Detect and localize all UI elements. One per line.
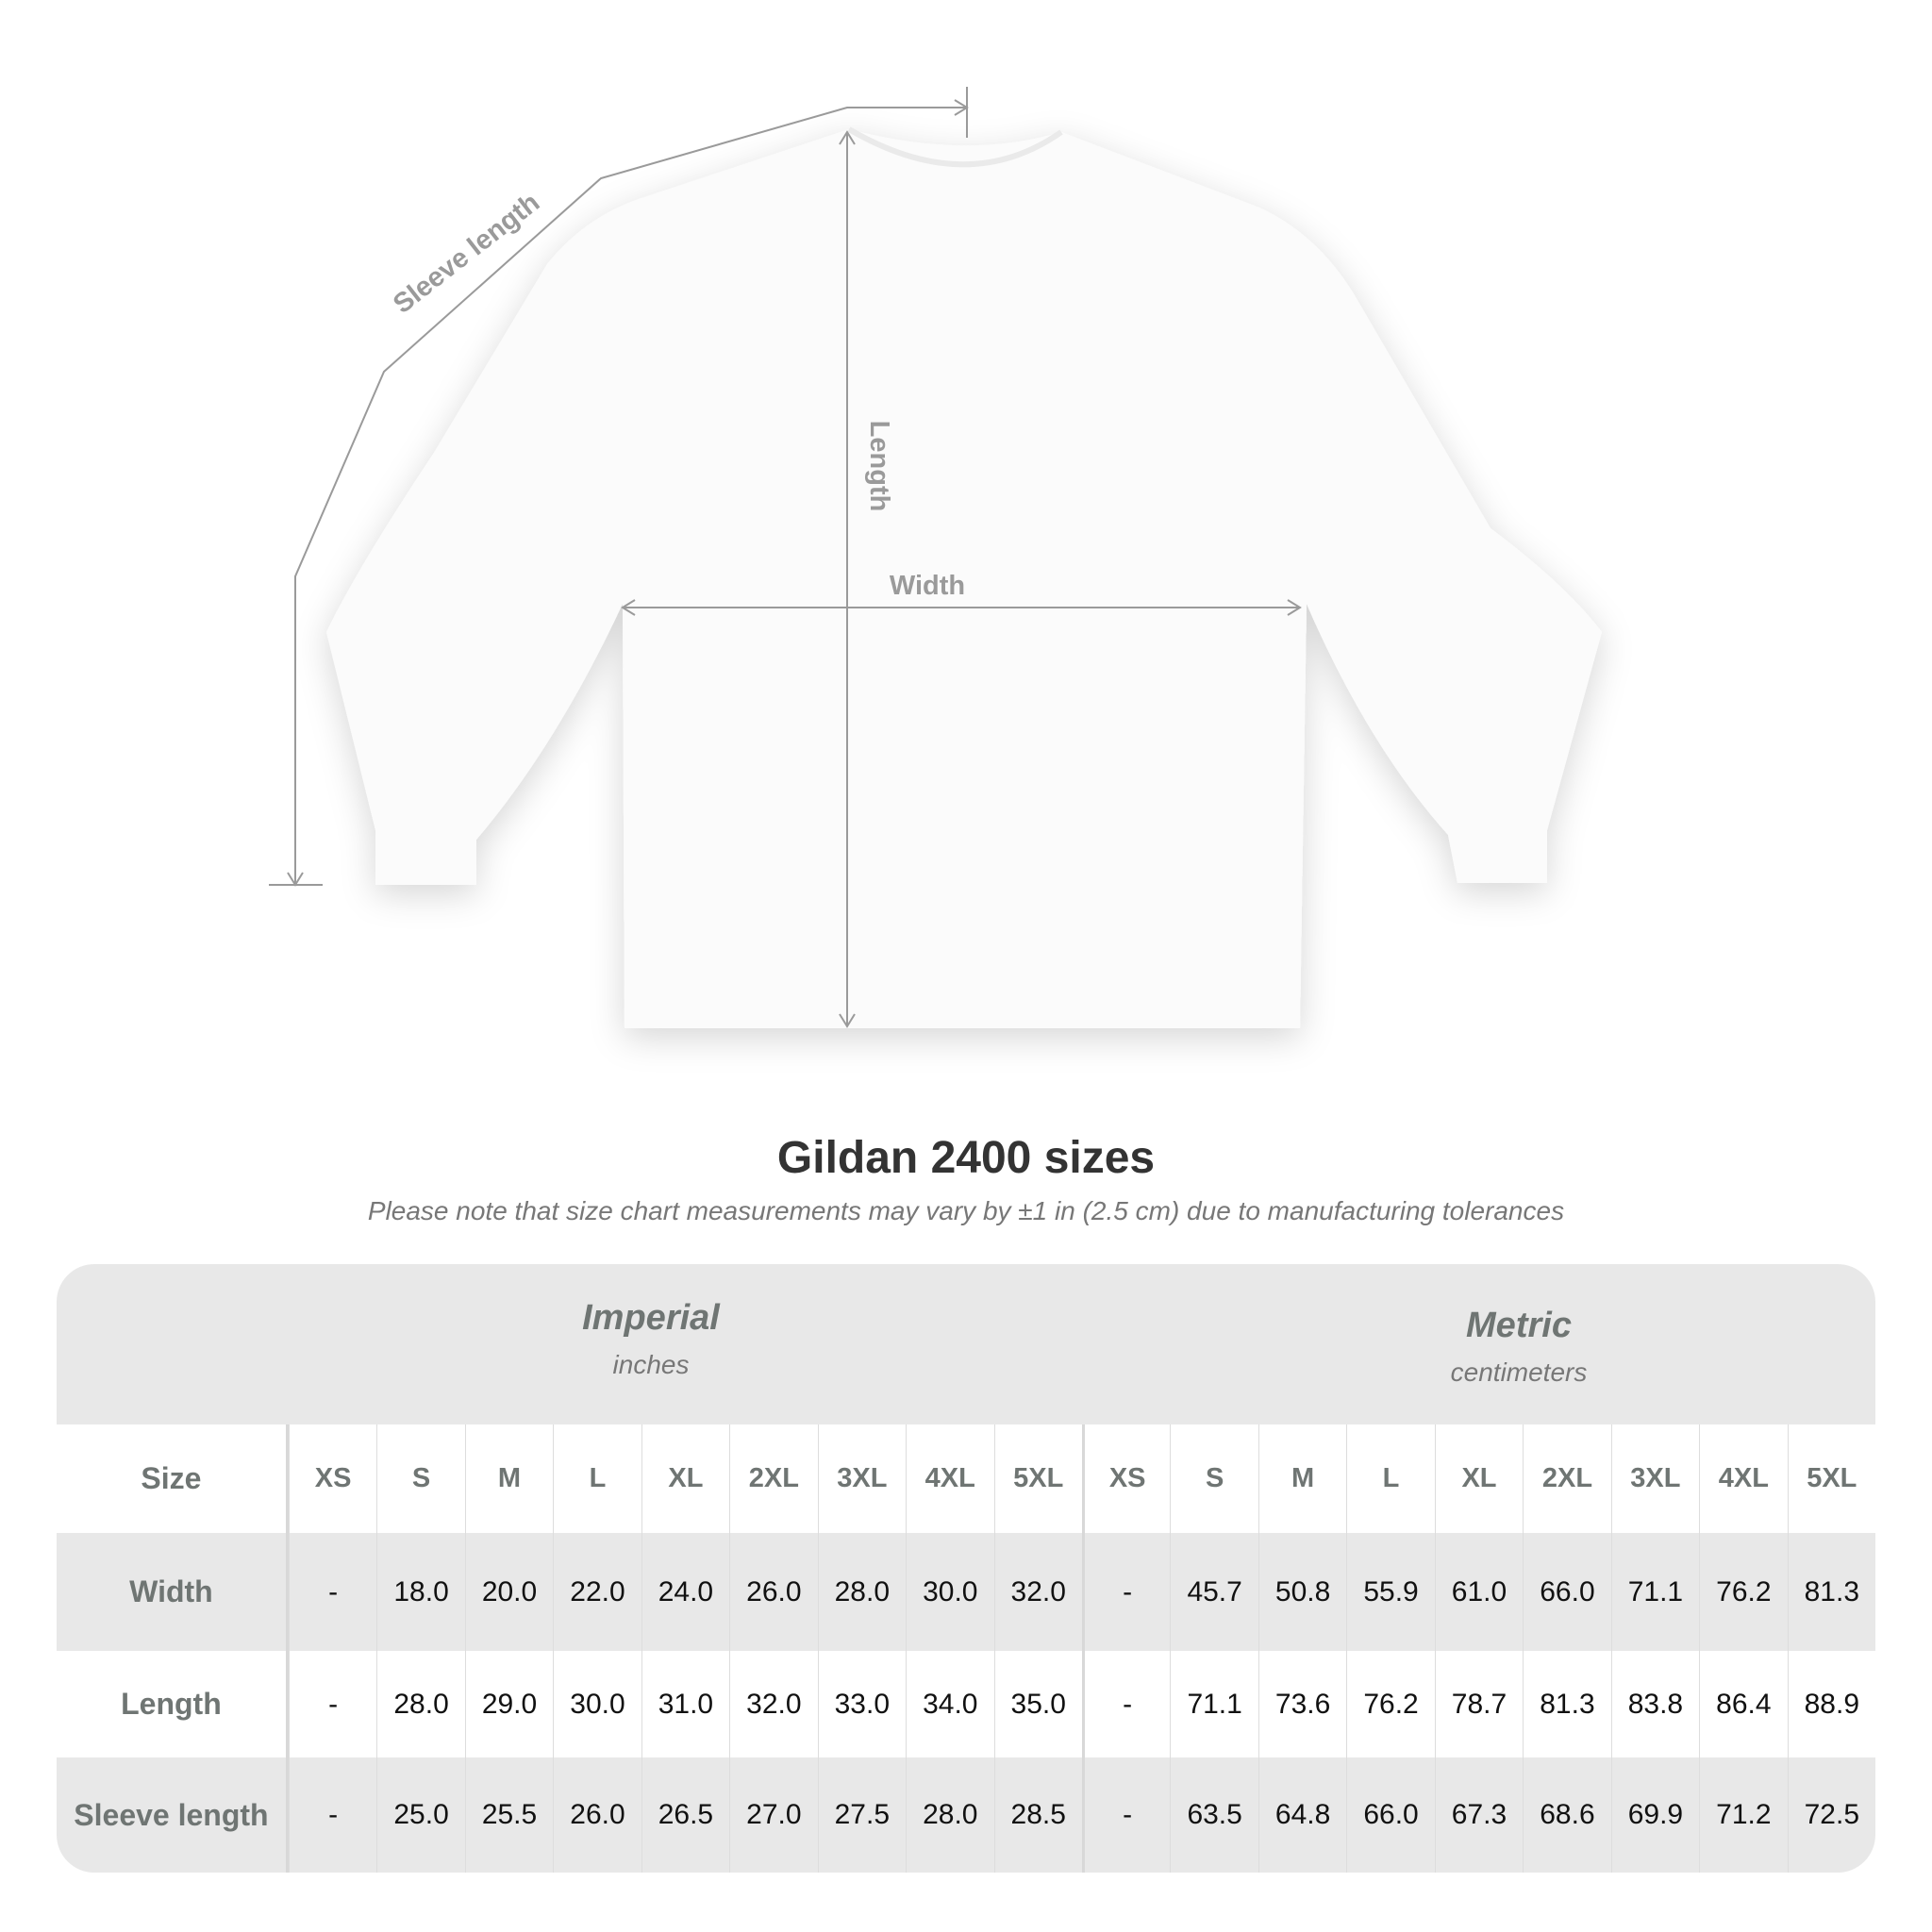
size-header-imperial: XS [288,1424,376,1533]
imperial-value: 28.0 [376,1651,464,1757]
size-table: Imperial inches Metric centimeters Size X… [57,1264,1875,1873]
metric-value: - [1081,1533,1170,1651]
metric-value: 61.0 [1434,1533,1523,1651]
size-header-metric: M [1257,1424,1346,1533]
size-header-imperial: 2XL [729,1424,817,1533]
size-header-imperial: S [376,1424,464,1533]
imperial-unit: inches [612,1350,690,1379]
size-header-row: Size XS S M L XL 2XL 3XL 4XL 5XL XS S M L XL 2XL 3XL 4XL 5… [57,1424,1875,1533]
size-header-metric: S [1170,1424,1257,1533]
metric-value: 78.7 [1434,1651,1523,1757]
imperial-value: 30.0 [553,1651,641,1757]
imperial-value: 28.0 [906,1757,993,1873]
imperial-value: - [288,1757,376,1873]
imperial-value: - [288,1651,376,1757]
metric-value: 86.4 [1699,1651,1787,1757]
size-header-imperial: 4XL [906,1424,993,1533]
metric-value: 50.8 [1257,1533,1346,1651]
size-header-metric: XS [1081,1424,1170,1533]
row-label: Length [57,1651,289,1757]
metric-value: 66.0 [1346,1757,1434,1873]
metric-value: 72.5 [1787,1757,1875,1873]
metric-value: 76.2 [1346,1651,1434,1757]
size-header-metric: 3XL [1610,1424,1699,1533]
imperial-value: 26.0 [729,1533,817,1651]
imperial-value: 25.5 [464,1757,553,1873]
metric-value: 55.9 [1346,1533,1434,1651]
imperial-value: 34.0 [906,1651,993,1757]
shirt-diagram: Sleeve length Length Width [269,87,1602,1028]
metric-unit: centimeters [1450,1357,1588,1387]
width-label: Width [890,571,965,601]
imperial-value: 25.0 [376,1757,464,1873]
metric-value: 73.6 [1257,1651,1346,1757]
imperial-value: 33.0 [817,1651,906,1757]
metric-value: 68.6 [1523,1757,1610,1873]
metric-value: 69.9 [1610,1757,1699,1873]
metric-title: Metric [1466,1306,1572,1345]
metric-value: 71.1 [1170,1651,1257,1757]
metric-heading: Metric centimeters [1236,1306,1802,1388]
size-header-metric: 4XL [1699,1424,1787,1533]
imperial-value: - [288,1533,376,1651]
imperial-value: 24.0 [641,1533,729,1651]
metric-value: 71.1 [1610,1533,1699,1651]
metric-value: 88.9 [1787,1651,1875,1757]
length-label: Length [864,421,894,512]
metric-value: 67.3 [1434,1757,1523,1873]
sleeve-length-label: Sleeve length [388,188,545,320]
sleeve-length-line [294,107,967,885]
size-header-imperial: M [464,1424,553,1533]
imperial-value: 28.5 [993,1757,1082,1873]
table-row: Sleeve length -25.0 25.5 26.0 26.5 27.0 27.5 28… [57,1757,1875,1873]
metric-value: 76.2 [1699,1533,1787,1651]
metric-value: 64.8 [1257,1757,1346,1873]
imperial-value: 28.0 [817,1533,906,1651]
size-header-metric: XL [1434,1424,1523,1533]
metric-value: - [1081,1757,1170,1873]
size-header-metric: 2XL [1523,1424,1610,1533]
size-header-imperial: 3XL [817,1424,906,1533]
imperial-value: 20.0 [464,1533,553,1651]
imperial-value: 22.0 [553,1533,641,1651]
size-header-imperial: 5XL [993,1424,1082,1533]
table-row: Width -18.0 20.0 22.0 24.0 26.0 28.0 30.0 32.0-4… [57,1533,1875,1651]
imperial-value: 32.0 [993,1533,1082,1651]
metric-value: 63.5 [1170,1757,1257,1873]
imperial-value: 27.5 [817,1757,906,1873]
metric-value: - [1081,1651,1170,1757]
page-title: Gildan 2400 sizes [776,1133,1156,1183]
imperial-value: 32.0 [729,1651,817,1757]
imperial-value: 27.0 [729,1757,817,1873]
row-label: Width [57,1533,289,1651]
imperial-value: 30.0 [906,1533,993,1651]
size-header-metric: L [1346,1424,1434,1533]
row-label: Sleeve length [57,1757,289,1873]
table-row: Length -28.0 29.0 30.0 31.0 32.0 33.0 34.0 35.0-… [57,1651,1875,1757]
metric-value: 81.3 [1523,1651,1610,1757]
size-header-imperial: L [553,1424,641,1533]
imperial-value: 26.0 [553,1757,641,1873]
imperial-value: 31.0 [641,1651,729,1757]
metric-value: 83.8 [1610,1651,1699,1757]
metric-value: 81.3 [1787,1533,1875,1651]
imperial-heading: Imperial inches [368,1298,934,1380]
size-header-imperial: XL [641,1424,729,1533]
metric-value: 66.0 [1523,1533,1610,1651]
imperial-title: Imperial [582,1298,720,1338]
metric-value: 45.7 [1170,1533,1257,1651]
imperial-value: 35.0 [993,1651,1082,1757]
imperial-value: 29.0 [464,1651,553,1757]
imperial-value: 18.0 [376,1533,464,1651]
imperial-value: 26.5 [641,1757,729,1873]
size-header-metric: 5XL [1787,1424,1875,1533]
size-label: Size [57,1424,289,1533]
tolerance-note: Please note that size chart measurements… [367,1196,1565,1225]
long-sleeve-shirt [326,129,1602,1028]
metric-value: 71.2 [1699,1757,1787,1873]
